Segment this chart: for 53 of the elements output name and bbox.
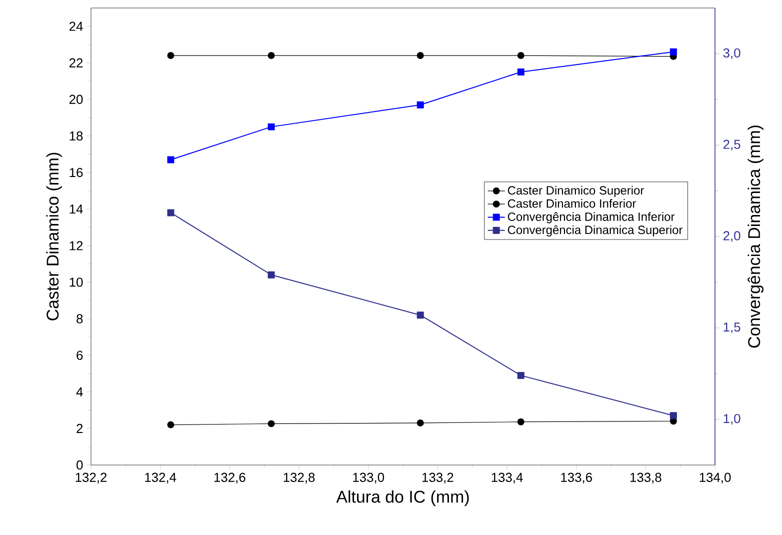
y2-tick-label: 1,0 [724, 414, 740, 425]
point [670, 48, 677, 56]
x-tick-label: 132,6 [214, 472, 246, 484]
y-tick-label: 18 [70, 131, 83, 141]
x-tick-label: 133,0 [353, 472, 384, 484]
y-tick-label: 2 [76, 424, 83, 433]
point [167, 209, 174, 216]
point [416, 101, 424, 108]
y-tick-label: 6 [76, 350, 83, 360]
y2-tick-label: 2,5 [723, 140, 740, 150]
y-tick-label: 10 [70, 278, 83, 287]
point [268, 52, 275, 60]
point [416, 312, 424, 319]
x-tick-label: 133,2 [422, 472, 454, 484]
point [268, 271, 275, 278]
point [416, 52, 424, 60]
y-tick-label: 12 [70, 241, 83, 250]
y-tick-label: 20 [69, 94, 83, 104]
y-tick-label: 16 [70, 168, 83, 178]
x-tick-label: 132,2 [76, 472, 107, 484]
x-tick-label: 132,4 [145, 472, 176, 484]
y-tick-label: 24 [69, 22, 83, 31]
point [268, 420, 275, 428]
x-axis-title: Altura do IC (mm) [336, 490, 469, 506]
point [670, 412, 677, 420]
legend-label: Caster Dinamico Inferior [508, 198, 636, 208]
point [517, 372, 524, 379]
point [517, 68, 524, 76]
y2-tick-label: 1,5 [724, 322, 740, 334]
point [517, 418, 524, 426]
legend-label: Convergência Dinamica Superior [508, 225, 682, 237]
y-tick-label: 8 [76, 314, 83, 324]
y2-tick-label: 3,0 [723, 48, 740, 60]
point [268, 123, 275, 130]
x-tick-label: 134,0 [700, 472, 731, 484]
y2-tick-label: 2,0 [723, 231, 740, 242]
legend-label: Convergência Dinamica Inferior [508, 212, 675, 224]
y2-axis-title: Convergência Dinamica (mm) [748, 126, 764, 348]
y-axis-title: Caster Dinamico (mm) [46, 152, 62, 320]
point [167, 421, 174, 428]
point [167, 52, 174, 60]
y-tick-label: 22 [69, 58, 83, 68]
point [167, 156, 174, 164]
x-tick-label: 132,8 [284, 472, 315, 484]
point [517, 52, 524, 60]
y-tick-label: 0 [76, 460, 83, 470]
x-tick-label: 133,6 [561, 472, 592, 484]
x-tick-label: 133,4 [492, 472, 523, 484]
point [416, 419, 424, 426]
legend-label: Caster Dinamico Superior [508, 186, 644, 197]
y-tick-label: 14 [70, 204, 83, 214]
y-tick-label: 4 [76, 387, 83, 396]
x-tick-label: 133,8 [630, 472, 662, 484]
